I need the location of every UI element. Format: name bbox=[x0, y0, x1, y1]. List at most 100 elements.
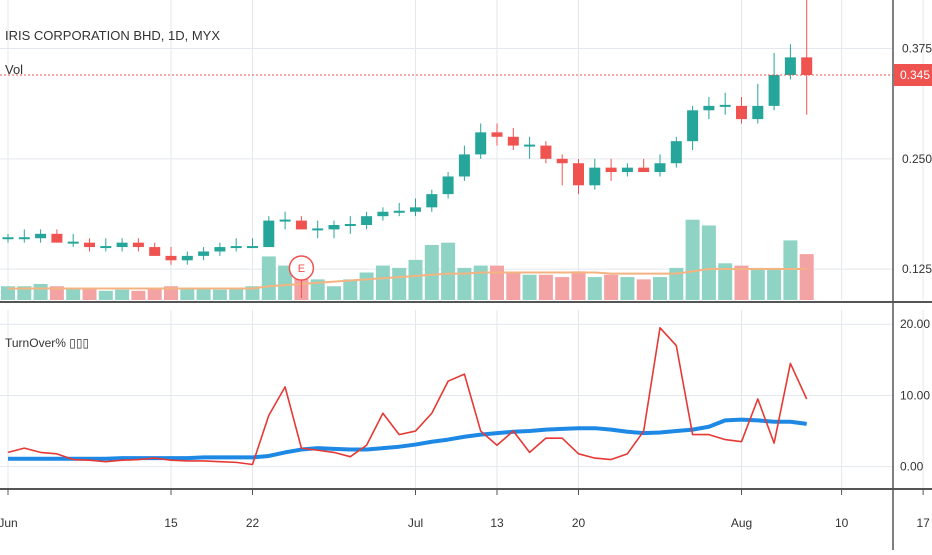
volume-bar bbox=[375, 265, 390, 300]
candle-body bbox=[768, 75, 780, 106]
time-tick-label: 10 bbox=[835, 516, 849, 530]
volume-bar bbox=[473, 265, 488, 300]
candle-body bbox=[247, 246, 258, 249]
turnover-tick-label: 0.00 bbox=[900, 460, 924, 474]
time-tick-label: 17 bbox=[916, 516, 930, 530]
volume-bar bbox=[424, 244, 439, 300]
time-tick-label: Aug bbox=[731, 516, 752, 530]
candle-body bbox=[736, 105, 747, 120]
candle-body bbox=[491, 132, 503, 137]
volume-bar bbox=[278, 265, 293, 300]
volume-bar bbox=[164, 286, 178, 300]
volume-bar bbox=[783, 240, 798, 300]
turnover-axis[interactable]: 0.00 10.00 20.00 bbox=[900, 317, 930, 473]
candle-body bbox=[149, 247, 161, 256]
last-price-badge bbox=[894, 64, 932, 86]
time-tick-label: 22 bbox=[246, 516, 260, 530]
time-tick-label: 15 bbox=[164, 516, 178, 530]
candle-body bbox=[35, 233, 47, 239]
volume-bar bbox=[750, 267, 765, 300]
candle-body bbox=[377, 211, 389, 217]
volume-bar bbox=[669, 267, 684, 300]
price-tick-label: 0.375 bbox=[902, 42, 932, 56]
time-axis[interactable]: Jun 15 22 Jul 13 20 Aug 10 17 bbox=[0, 489, 930, 530]
volume-bar bbox=[457, 267, 472, 300]
volume-bar bbox=[229, 288, 244, 300]
volume-bar bbox=[571, 271, 586, 300]
candle-body bbox=[540, 145, 552, 159]
volume-ma bbox=[8, 268, 807, 290]
volume-label: Vol bbox=[5, 62, 23, 77]
candle-body bbox=[589, 167, 601, 186]
candle-body bbox=[132, 242, 144, 248]
volume-bar bbox=[49, 286, 64, 300]
time-tick-label: Jul bbox=[408, 516, 423, 530]
turnover-tick-label: 20.00 bbox=[900, 317, 930, 331]
volume-bars bbox=[1, 219, 814, 300]
volume-bar bbox=[359, 272, 374, 300]
volume-bar bbox=[82, 288, 97, 300]
candle-body bbox=[51, 233, 63, 243]
volume-bar bbox=[115, 289, 130, 300]
candle-body bbox=[687, 110, 699, 142]
price-tick-label: 0.125 bbox=[902, 262, 932, 276]
candle-body bbox=[507, 136, 519, 146]
candle-body bbox=[458, 154, 470, 177]
candle-body bbox=[165, 255, 177, 261]
candle-body bbox=[621, 167, 633, 173]
candle-body bbox=[475, 132, 487, 155]
time-tick-label: 20 bbox=[572, 516, 586, 530]
candle-body bbox=[524, 144, 536, 147]
volume-bar bbox=[343, 279, 358, 300]
volume-bar bbox=[66, 288, 81, 300]
candle-body bbox=[670, 141, 682, 164]
candle-body bbox=[116, 242, 128, 248]
candle-body bbox=[312, 228, 324, 231]
volume-bar bbox=[555, 277, 570, 300]
price-axis[interactable]: 0.125 0.250 0.375 0.345 bbox=[894, 42, 932, 277]
volume-bar bbox=[734, 265, 749, 300]
candle-body bbox=[703, 105, 715, 111]
candle-body bbox=[328, 225, 340, 230]
volume-bar bbox=[408, 259, 423, 300]
volume-bar bbox=[441, 242, 456, 300]
volume-bar bbox=[196, 288, 211, 300]
candle-body bbox=[100, 246, 112, 249]
volume-bar bbox=[636, 279, 651, 300]
volume-bar bbox=[310, 279, 325, 300]
earnings-annotation[interactable]: E bbox=[288, 255, 315, 298]
candle-body bbox=[295, 220, 307, 230]
candle-body bbox=[67, 241, 79, 244]
volume-bar bbox=[392, 267, 407, 300]
candle-body bbox=[2, 237, 14, 240]
candle-body bbox=[801, 57, 813, 75]
candle-body bbox=[230, 246, 242, 249]
volume-bar bbox=[98, 290, 113, 300]
candle-body bbox=[393, 210, 405, 213]
price-tick-label: 0.250 bbox=[902, 152, 932, 166]
candle-body bbox=[410, 207, 421, 212]
volume-bar bbox=[620, 277, 635, 300]
candle-body bbox=[654, 163, 666, 173]
turnover-lines bbox=[7, 326, 808, 466]
candle-body bbox=[752, 105, 764, 120]
volume-bar bbox=[587, 277, 602, 300]
turnover-title: TurnOver% ▯▯▯ bbox=[5, 336, 89, 350]
volume-bar bbox=[685, 219, 700, 300]
volume-bar bbox=[767, 267, 782, 300]
volume-bar bbox=[147, 288, 162, 300]
turnover-line bbox=[7, 326, 808, 466]
candles[interactable] bbox=[2, 0, 813, 265]
volume-bar bbox=[538, 274, 553, 300]
volume-bar bbox=[131, 290, 146, 300]
candle-body bbox=[198, 251, 210, 256]
volume-bar bbox=[180, 288, 195, 300]
turnover-tick-label: 10.00 bbox=[900, 388, 930, 402]
candle-body bbox=[638, 167, 650, 173]
volume-bar bbox=[212, 289, 227, 300]
candle-body bbox=[426, 194, 438, 208]
grid bbox=[0, 0, 924, 488]
